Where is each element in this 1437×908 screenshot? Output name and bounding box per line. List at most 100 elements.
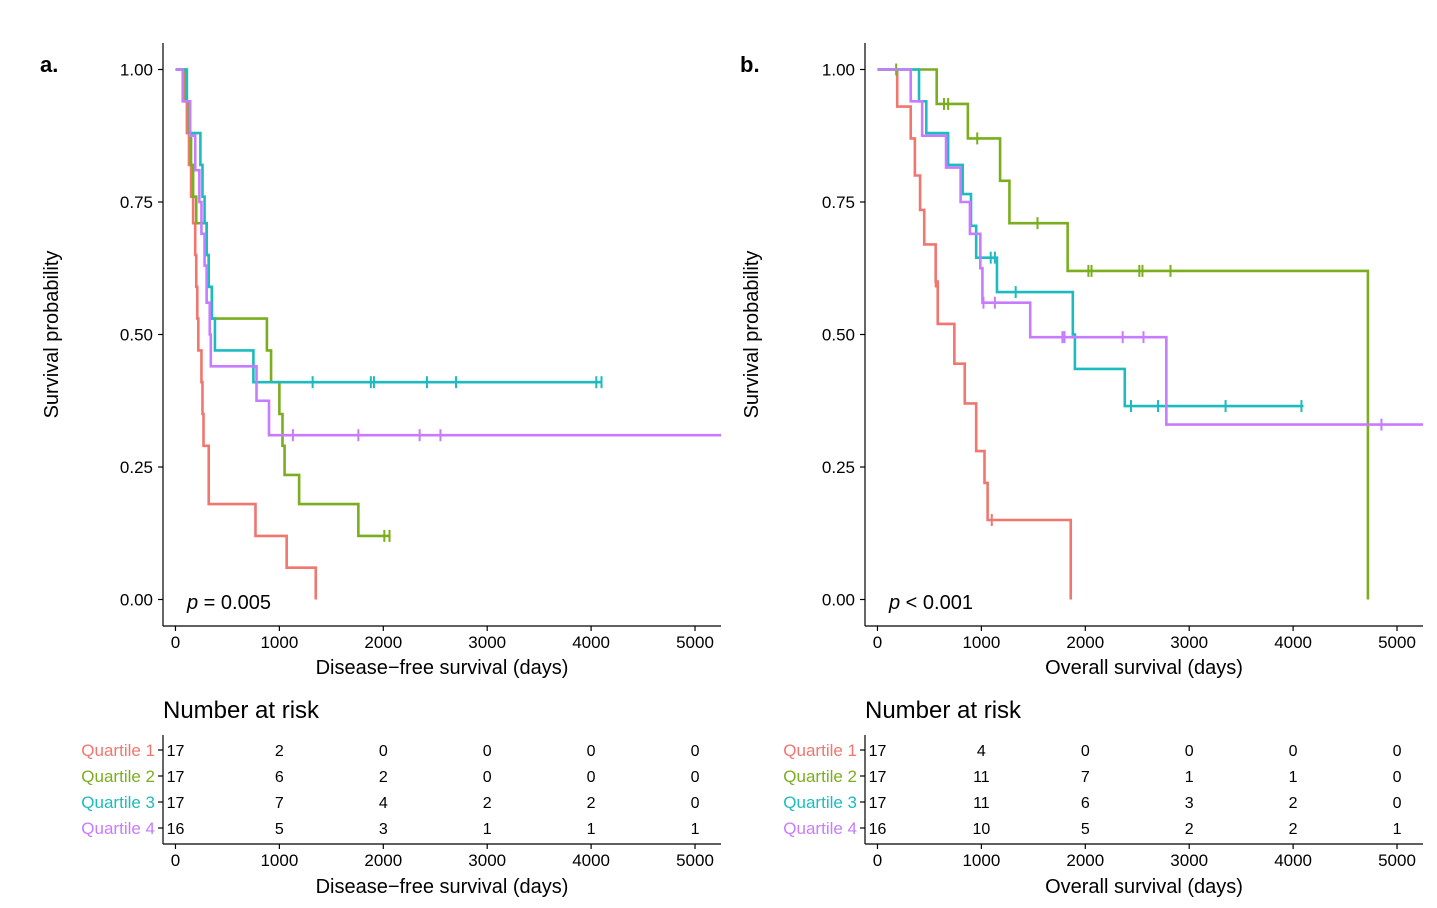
risk-count: 2 xyxy=(379,769,388,786)
x-tick-label: 1000 xyxy=(260,633,298,652)
risk-count: 0 xyxy=(587,743,596,760)
y-tick-label: 0.50 xyxy=(822,326,855,345)
survival-curve-quartile-4 xyxy=(877,68,1423,426)
risk-table-x-title: Overall survival (days) xyxy=(1045,876,1243,898)
risk-table-x-tick-label: 4000 xyxy=(1274,851,1312,870)
risk-count: 5 xyxy=(275,821,284,838)
x-tick-label: 2000 xyxy=(1066,633,1104,652)
panel-b: b.0.000.250.500.751.000 1000 2000 3000 4000 5… xyxy=(740,43,1423,898)
risk-count: 1 xyxy=(1185,769,1194,786)
series-quartile-1 xyxy=(175,68,318,600)
p-value-label: p = 0.005 xyxy=(186,592,271,614)
risk-count: 7 xyxy=(1081,769,1090,786)
y-tick-label: 0.75 xyxy=(120,193,153,212)
risk-count: 7 xyxy=(275,795,284,812)
survival-curve-quartile-1 xyxy=(175,68,318,600)
risk-count: 1 xyxy=(691,821,700,838)
survival-curve-quartile-2 xyxy=(877,68,1370,600)
risk-count: 0 xyxy=(483,769,492,786)
panel-label: b. xyxy=(740,52,760,77)
y-tick-label: 0.25 xyxy=(120,458,153,477)
risk-count: 17 xyxy=(869,743,887,760)
risk-row-label-quartile-3: Quartile 3 xyxy=(81,793,155,812)
risk-count: 0 xyxy=(587,769,596,786)
risk-count: 0 xyxy=(691,769,700,786)
y-tick-label: 0.25 xyxy=(822,458,855,477)
x-axis-title: Disease−free survival (days) xyxy=(316,657,569,679)
risk-table-x-tick-label: 0 xyxy=(171,851,180,870)
risk-table-title: Number at risk xyxy=(163,697,320,724)
risk-table-x-tick-label: 1000 xyxy=(260,851,298,870)
risk-count: 1 xyxy=(1289,769,1298,786)
risk-count: 0 xyxy=(1393,769,1402,786)
risk-count: 3 xyxy=(379,821,388,838)
risk-row-label-quartile-3: Quartile 3 xyxy=(783,793,857,812)
x-tick-label: 4000 xyxy=(1274,633,1312,652)
risk-count: 16 xyxy=(167,821,185,838)
risk-count: 6 xyxy=(275,769,284,786)
risk-count: 2 xyxy=(587,795,596,812)
risk-count: 11 xyxy=(973,769,990,786)
x-tick-label: 4000 xyxy=(572,633,610,652)
series-quartile-2 xyxy=(877,63,1370,600)
risk-count: 1 xyxy=(483,821,492,838)
x-tick-label: 5000 xyxy=(1378,633,1416,652)
risk-count: 17 xyxy=(869,769,887,786)
x-tick-label: 1000 xyxy=(962,633,1000,652)
series-quartile-4 xyxy=(877,68,1423,431)
x-tick-label: 0 xyxy=(171,633,180,652)
y-axis-title: Survival probability xyxy=(41,251,63,419)
risk-count: 17 xyxy=(167,743,185,760)
risk-count: 5 xyxy=(1081,821,1090,838)
risk-row-label-quartile-1: Quartile 1 xyxy=(81,741,155,760)
panel-label: a. xyxy=(40,52,58,77)
risk-count: 16 xyxy=(869,821,887,838)
y-tick-label: 0.75 xyxy=(822,193,855,212)
y-tick-label: 1.00 xyxy=(822,61,855,80)
risk-table-title: Number at risk xyxy=(865,697,1022,724)
risk-count: 17 xyxy=(869,795,887,812)
risk-count: 0 xyxy=(691,743,700,760)
risk-row-label-quartile-2: Quartile 2 xyxy=(81,767,155,786)
x-tick-label: 3000 xyxy=(468,633,506,652)
p-value-label: p < 0.001 xyxy=(888,592,973,614)
x-tick-label: 5000 xyxy=(676,633,714,652)
y-axis-title: Survival probability xyxy=(741,251,763,419)
risk-count: 6 xyxy=(1081,795,1090,812)
y-tick-label: 0.50 xyxy=(120,326,153,345)
risk-table-x-tick-label: 2000 xyxy=(1066,851,1104,870)
risk-table-x-tick-label: 5000 xyxy=(676,851,714,870)
risk-count: 0 xyxy=(1289,743,1298,760)
risk-count: 0 xyxy=(691,795,700,812)
x-tick-label: 2000 xyxy=(364,633,402,652)
risk-count: 17 xyxy=(167,769,185,786)
risk-count: 2 xyxy=(1289,821,1298,838)
risk-count: 11 xyxy=(973,795,990,812)
risk-count: 3 xyxy=(1185,795,1194,812)
risk-count: 0 xyxy=(1081,743,1090,760)
series-quartile-1 xyxy=(877,68,1073,600)
y-tick-label: 0.00 xyxy=(120,591,153,610)
panel-a: a.0.000.250.500.751.000 1000 2000 3000 4000 5… xyxy=(40,43,721,898)
risk-count: 4 xyxy=(379,795,388,812)
x-tick-label: 3000 xyxy=(1170,633,1208,652)
series-quartile-3 xyxy=(175,68,603,389)
survival-curve-quartile-3 xyxy=(175,68,602,384)
y-tick-label: 0.00 xyxy=(822,591,855,610)
survival-curve-quartile-4 xyxy=(175,68,721,437)
risk-count: 2 xyxy=(1289,795,1298,812)
risk-count: 0 xyxy=(1393,795,1402,812)
x-tick-label: 0 xyxy=(873,633,882,652)
series-quartile-4 xyxy=(175,68,721,442)
risk-table-x-tick-label: 1000 xyxy=(962,851,1000,870)
risk-count: 4 xyxy=(977,743,986,760)
y-tick-label: 1.00 xyxy=(120,61,153,80)
risk-count: 10 xyxy=(972,821,990,838)
risk-row-label-quartile-2: Quartile 2 xyxy=(783,767,857,786)
risk-table-x-tick-label: 0 xyxy=(873,851,882,870)
risk-count: 2 xyxy=(1185,821,1194,838)
risk-count: 2 xyxy=(483,795,492,812)
x-axis-title: Overall survival (days) xyxy=(1045,657,1243,679)
